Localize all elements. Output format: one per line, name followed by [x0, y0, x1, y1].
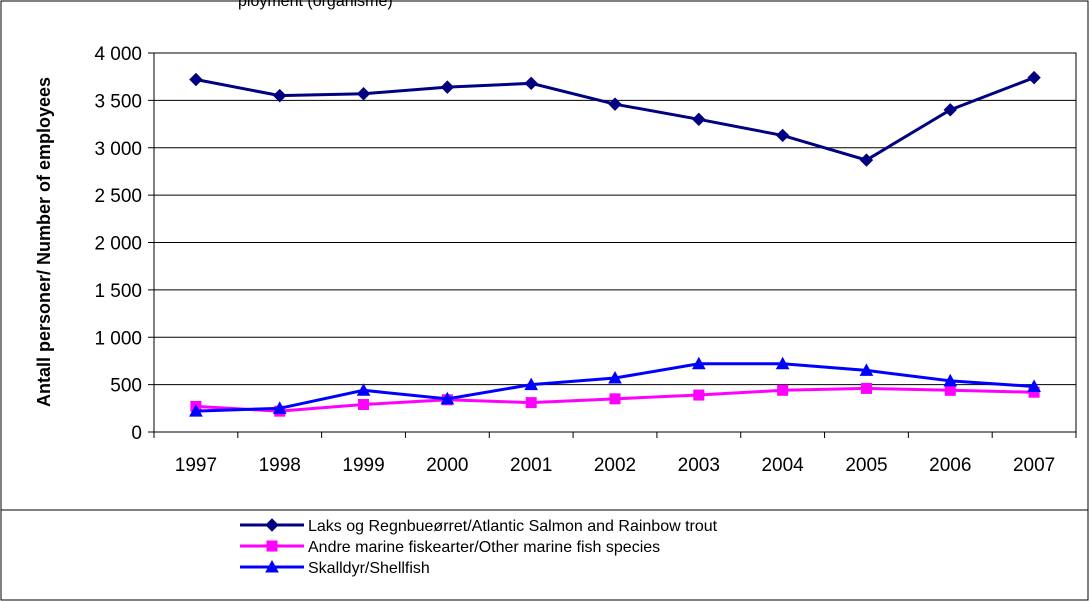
y-tick-label: 2 500 [94, 186, 142, 207]
data-point-triangle [440, 391, 455, 405]
data-point-square [358, 399, 370, 411]
x-tick-label: 2006 [929, 455, 971, 476]
data-point-triangle [859, 363, 874, 376]
data-point-triangle [691, 356, 706, 370]
x-tick-label: 2004 [761, 455, 804, 476]
y-axis: 0 500 1 000 1 500 2 000 2 500 3 000 3 500 4 000 [94, 44, 154, 444]
x-tick-label: 2001 [510, 455, 552, 476]
y-axis-label: Antall personer/ Number of employees [34, 77, 54, 407]
y-tick-label: 0 [131, 423, 142, 444]
data-point-diamond [524, 76, 538, 91]
legend-label: Laks og Regnbueørret/Atlantic Salmon and… [308, 518, 718, 535]
series-triangle [189, 356, 1041, 417]
x-tick-label: 2003 [678, 455, 720, 476]
data-point-diamond [692, 112, 706, 127]
data-point-diamond [356, 87, 371, 101]
data-point-triangle [524, 377, 539, 391]
y-tick-label: 2 000 [94, 234, 142, 255]
data-point-diamond [265, 518, 279, 532]
data-point-square [266, 540, 278, 552]
data-point-diamond [608, 97, 622, 111]
data-point-square [609, 393, 621, 405]
data-point-diamond [1027, 70, 1041, 85]
data-point-diamond [859, 153, 874, 167]
y-tick-label: 3 000 [94, 139, 142, 160]
x-axis: 1997 1998 1999 2000 2001 2002 2003 2004 2005 2006… [153, 432, 1077, 476]
legend: Laks og Regnbueørret/Atlantic Salmon and… [240, 518, 718, 577]
data-point-square [693, 389, 705, 401]
x-tick-label: 1998 [259, 455, 301, 476]
x-tick-label: 1999 [342, 455, 384, 476]
data-point-triangle [356, 383, 371, 396]
data-point-diamond [943, 103, 957, 117]
data-point-diamond [189, 72, 203, 87]
gridlines [154, 52, 1076, 386]
x-tick-label: 2000 [426, 455, 468, 476]
y-tick-label: 500 [110, 376, 142, 397]
series-group [189, 70, 1041, 417]
x-tick-label: 2005 [845, 455, 887, 476]
data-point-triangle [943, 373, 958, 387]
y-tick-label: 1 000 [94, 328, 142, 349]
data-point-triangle [775, 356, 790, 370]
data-point-square [860, 382, 872, 394]
y-tick-label: 1 500 [94, 281, 142, 302]
legend-item: Andre marine fiskearter/Other marine fis… [240, 539, 660, 556]
data-point-triangle [265, 559, 279, 573]
legend-label: Skalldyr/Shellfish [308, 560, 430, 577]
data-point-diamond [440, 80, 455, 94]
x-tick-label: 2002 [594, 455, 636, 476]
data-point-triangle [608, 370, 622, 384]
series-diamond [189, 70, 1041, 167]
x-tick-label: 1997 [175, 455, 217, 476]
data-point-square [944, 384, 956, 396]
y-tick-label: 4 000 [94, 44, 142, 65]
data-point-square [525, 397, 537, 409]
legend-item: Laks og Regnbueørret/Atlantic Salmon and… [240, 518, 718, 535]
legend-label: Andre marine fiskearter/Other marine fis… [308, 539, 660, 556]
top-title-fragment: ployment (organisme) [238, 0, 393, 10]
x-tick-label: 2007 [1013, 455, 1055, 476]
data-point-triangle [1027, 379, 1041, 393]
data-point-triangle [189, 404, 203, 417]
y-tick-label: 3 500 [94, 91, 142, 112]
legend-item: Skalldyr/Shellfish [240, 559, 430, 577]
data-point-square [777, 384, 789, 396]
data-point-triangle [272, 401, 287, 414]
data-point-diamond [273, 88, 287, 103]
data-point-diamond [775, 128, 790, 143]
